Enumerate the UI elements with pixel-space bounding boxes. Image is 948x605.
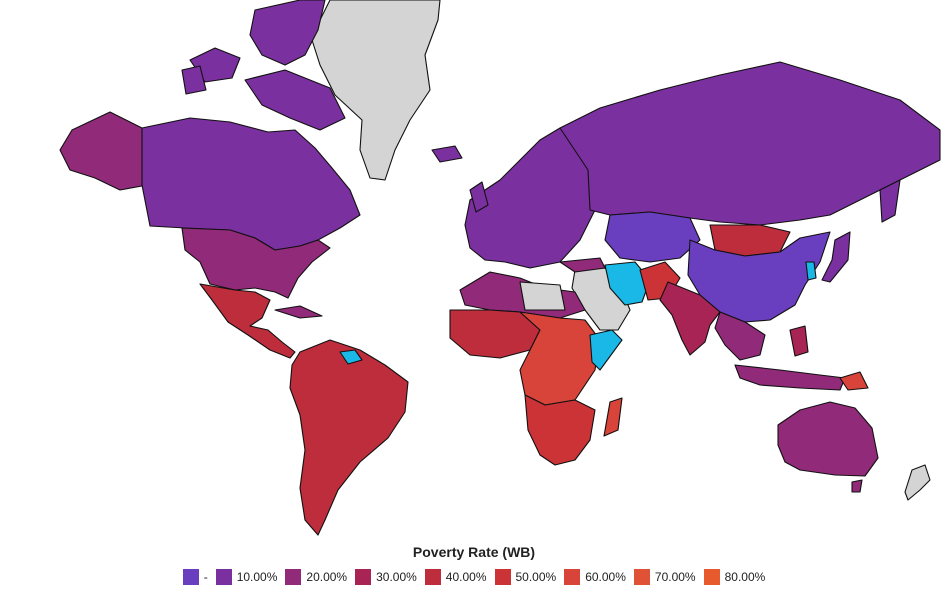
- region-canada-arctic-1[interactable]: [249, 0, 326, 66]
- region-guiana-highlight[interactable]: [339, 349, 363, 365]
- legend-item[interactable]: -: [182, 569, 208, 585]
- legend-item[interactable]: 60.00%: [564, 569, 626, 585]
- legend-label: 10.00%: [236, 570, 278, 584]
- legend-title: Poverty Rate (WB): [412, 544, 536, 560]
- region-usa[interactable]: [181, 227, 331, 299]
- region-india[interactable]: [659, 281, 721, 356]
- region-philippines[interactable]: [789, 325, 809, 357]
- region-canada-arctic-3[interactable]: [244, 69, 346, 131]
- region-korea-highlight[interactable]: [805, 261, 817, 281]
- legend-item[interactable]: 50.00%: [494, 569, 557, 585]
- legend-swatch: [424, 569, 441, 585]
- region-madagascar[interactable]: [603, 397, 623, 437]
- region-new-zealand[interactable]: [904, 464, 931, 501]
- legend-item[interactable]: 30.00%: [355, 569, 417, 585]
- region-horn-africa[interactable]: [589, 329, 623, 371]
- region-cuba[interactable]: [274, 305, 323, 319]
- legend-label: 30.00%: [376, 570, 417, 584]
- region-greenland[interactable]: [311, 0, 441, 181]
- legend-label: 70.00%: [654, 570, 696, 584]
- region-libya-egypt[interactable]: [519, 281, 566, 311]
- region-south-america[interactable]: [289, 339, 409, 536]
- region-png[interactable]: [839, 371, 869, 391]
- region-australia[interactable]: [777, 401, 879, 477]
- legend-swatch: [703, 569, 720, 585]
- legend-item[interactable]: 40.00%: [424, 569, 487, 585]
- legend-swatch: [215, 569, 232, 585]
- legend-label: 40.00%: [445, 570, 487, 584]
- legend-swatch: [182, 569, 199, 585]
- legend-swatch: [494, 569, 511, 585]
- world-choropleth-map: [59, 0, 941, 536]
- legend-item[interactable]: 80.00%: [703, 569, 766, 585]
- region-turkey[interactable]: [559, 257, 606, 273]
- region-southeast-asia[interactable]: [714, 311, 766, 361]
- region-southern-africa[interactable]: [524, 394, 596, 466]
- legend-item[interactable]: 10.00%: [215, 569, 278, 585]
- region-iceland[interactable]: [431, 145, 463, 163]
- region-europe[interactable]: [464, 127, 596, 269]
- legend-label: 60.00%: [585, 570, 626, 584]
- legend-label: -: [203, 570, 208, 584]
- legend-swatch: [355, 569, 372, 585]
- legend-item[interactable]: 20.00%: [285, 569, 347, 585]
- region-kamchatka[interactable]: [879, 179, 901, 223]
- region-mexico[interactable]: [199, 283, 296, 359]
- region-canada-arctic-4[interactable]: [181, 65, 207, 95]
- region-indonesia[interactable]: [734, 364, 846, 391]
- legend-swatch: [633, 569, 650, 585]
- legend-label: 80.00%: [724, 570, 766, 584]
- legend-label: 20.00%: [306, 570, 348, 584]
- legend: - 10.00% 20.00% 30.00% 40.00% 50.00% 60.00% 70.…: [0, 569, 948, 585]
- region-canada[interactable]: [141, 117, 361, 251]
- region-alaska[interactable]: [59, 111, 143, 191]
- region-uk[interactable]: [469, 181, 489, 213]
- legend-item[interactable]: 70.00%: [633, 569, 696, 585]
- legend-swatch: [285, 569, 302, 585]
- legend-label: 50.00%: [515, 570, 557, 584]
- region-iran[interactable]: [604, 261, 651, 306]
- region-tasmania[interactable]: [851, 479, 863, 493]
- region-japan[interactable]: [821, 231, 851, 283]
- region-central-asia[interactable]: [604, 211, 701, 263]
- legend-swatch: [564, 569, 581, 585]
